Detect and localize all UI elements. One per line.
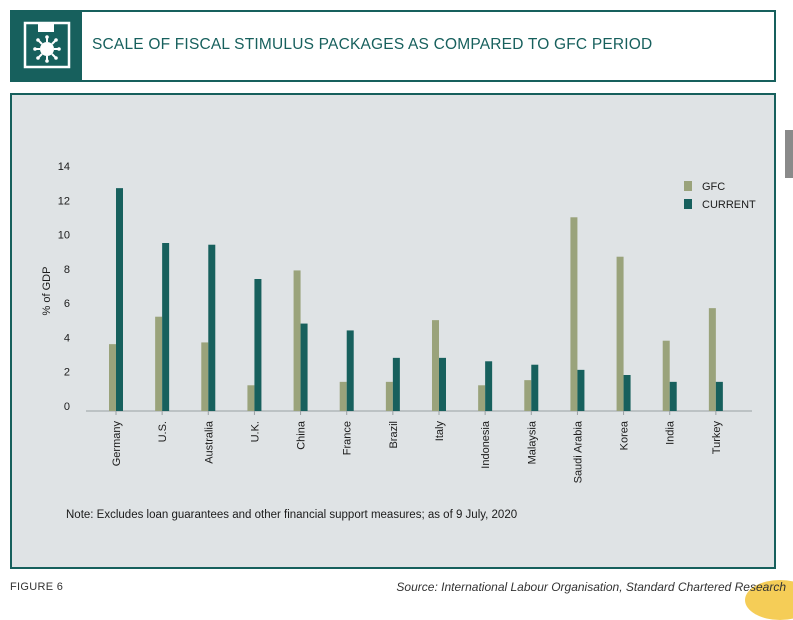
bar-gfc-indonesia [478, 385, 486, 411]
chart-note: Note: Excludes loan guarantees and other… [66, 509, 518, 521]
bar-gfc-china [293, 270, 301, 411]
bar-current-australia [208, 244, 216, 411]
y-axis-label: % of GDP [41, 267, 53, 316]
y-tick-label: 2 [64, 367, 70, 379]
y-tick-label: 14 [58, 161, 70, 173]
chart-header: SCALE OF FISCAL STIMULUS PACKAGES AS COM… [10, 10, 776, 82]
y-tick-label: 10 [58, 230, 70, 242]
x-tick-label: Indonesia [480, 420, 492, 469]
x-tick-label: U.K. [249, 421, 261, 442]
bar-current-u-k- [254, 279, 262, 411]
legend-label-gfc: GFC [702, 181, 725, 193]
bar-current-india [669, 381, 677, 411]
x-tick-label: Korea [619, 420, 631, 450]
x-tick-label: China [296, 420, 308, 450]
chart-title: SCALE OF FISCAL STIMULUS PACKAGES AS COM… [92, 36, 653, 53]
source-text: Source: International Labour Organisatio… [396, 580, 786, 594]
bar-gfc-korea [616, 256, 624, 411]
bar-gfc-brazil [385, 381, 393, 411]
x-tick-label: Malaysia [526, 420, 538, 464]
bar-gfc-malaysia [524, 380, 532, 411]
x-tick-label: U.S. [157, 421, 169, 442]
bar-current-brazil [392, 357, 400, 411]
virus-icon [23, 21, 71, 69]
bar-current-china [300, 323, 308, 411]
bar-current-malaysia [531, 364, 539, 411]
y-tick-label: 0 [64, 401, 70, 413]
bar-current-korea [623, 375, 631, 411]
bar-current-italy [439, 357, 446, 411]
x-tick-label: Saudi Arabia [572, 420, 584, 483]
chart-panel: 0 2 4 6 8 10 12 14 % of GDP Germany U.S. Australia U… [10, 93, 776, 569]
bar-gfc-saudi-arabia [570, 217, 578, 411]
bar-gfc-u-k- [247, 385, 255, 411]
x-tick-label: France [342, 421, 354, 455]
y-tick-label: 12 [58, 195, 70, 207]
x-tick-label: India [665, 420, 677, 445]
y-tick-label: 6 [64, 298, 70, 310]
y-tick-label: 8 [64, 264, 70, 276]
legend-swatch-current [684, 199, 692, 209]
bar-gfc-italy [432, 320, 439, 411]
x-tick-label: Turkey [711, 421, 723, 455]
x-tick-label: Australia [203, 420, 215, 464]
bar-current-turkey [715, 381, 723, 411]
figure-label: FIGURE 6 [10, 581, 64, 593]
x-tick-label: Italy [434, 421, 446, 442]
legend-swatch-gfc [684, 181, 692, 191]
bar-current-germany [116, 188, 123, 411]
bar-gfc-france [339, 381, 347, 411]
bar-current-saudi-arabia [577, 369, 585, 411]
bar-current-u-s- [162, 243, 170, 411]
bar-gfc-australia [201, 342, 209, 411]
bar-gfc-germany [109, 344, 116, 411]
side-scroll-tab[interactable] [785, 130, 793, 178]
bar-chart: 0 2 4 6 8 10 12 14 % of GDP Germany U.S. Australia U… [41, 161, 756, 483]
header-icon-box [12, 12, 82, 80]
bar-current-indonesia [485, 361, 493, 411]
legend-label-current: CURRENT [702, 199, 756, 211]
bar-gfc-turkey [708, 308, 716, 411]
bar-gfc-india [662, 340, 670, 411]
bar-current-france [346, 330, 354, 411]
y-tick-label: 4 [64, 332, 70, 344]
x-tick-label: Germany [111, 421, 123, 467]
bar-gfc-u-s- [155, 316, 163, 411]
x-tick-label: Brazil [388, 421, 400, 449]
